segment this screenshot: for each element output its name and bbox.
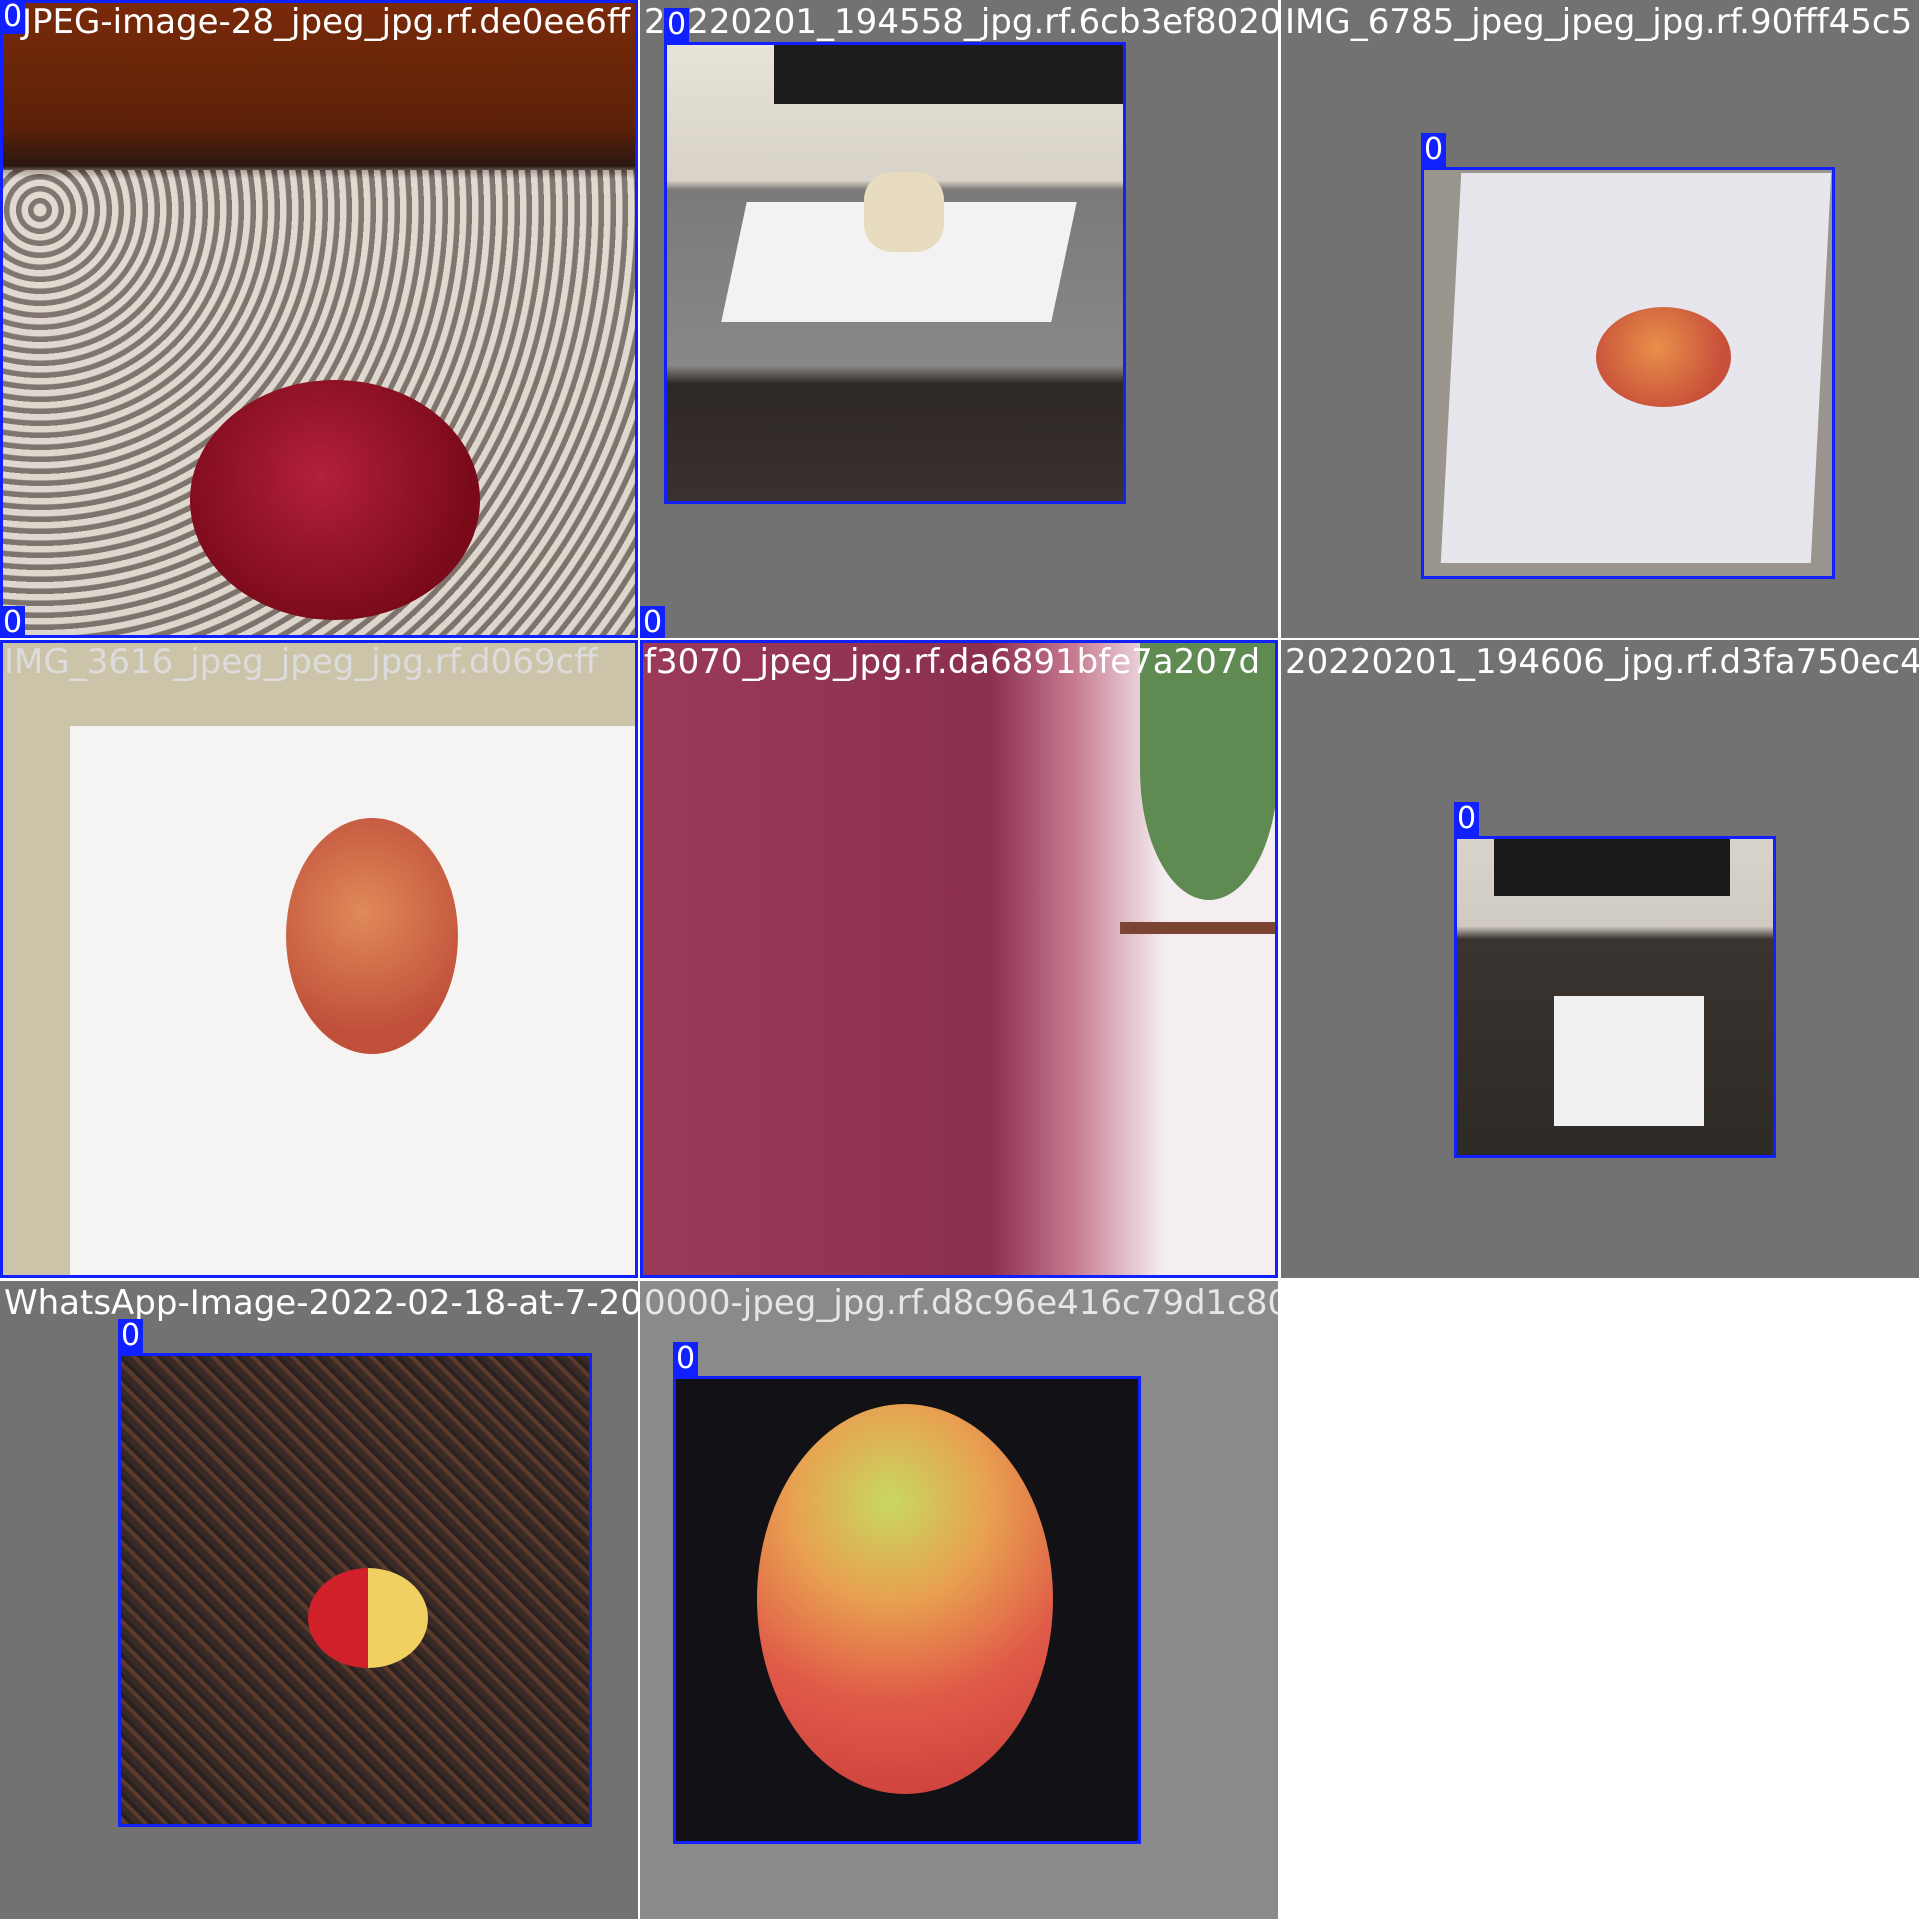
- tile-image: [673, 1376, 1141, 1844]
- empty-tile: [1281, 1281, 1919, 1919]
- apple: [1596, 307, 1731, 407]
- tile-image: [1454, 836, 1776, 1158]
- bounding-box: [664, 42, 1126, 504]
- box-class-label: 0: [673, 1342, 699, 1376]
- mosaic-tile-7: 0 WhatsApp-Image-2022-02-18-at-7-20-44-P…: [0, 1281, 638, 1919]
- mosaic-tile-2: 0 0 20220201_194558_jpg.rf.6cb3ef8020a: [640, 0, 1278, 638]
- bounding-box: [0, 0, 638, 638]
- tile-filename: 0000-jpeg_jpg.rf.d8c96e416c79d1c8080e1: [644, 1283, 1278, 1323]
- monitor: [774, 42, 1124, 104]
- stem: [1120, 922, 1278, 934]
- apple: [757, 1404, 1053, 1794]
- leaf: [1140, 640, 1278, 900]
- box-class-label: 0: [1421, 133, 1447, 167]
- bounding-box: [673, 1376, 1141, 1844]
- tile-image: [0, 640, 638, 1278]
- tile-image: [118, 1353, 592, 1827]
- grid-divider: [1279, 0, 1281, 1920]
- tile-image: [664, 42, 1126, 504]
- box-class-label: 0: [118, 1319, 144, 1353]
- mosaic-tile-4: IMG_3616_jpeg_jpeg_jpg.rf.d069cff: [0, 640, 638, 1278]
- tile-filename: IMG_6785_jpeg_jpeg_jpg.rf.90fff45c5: [1285, 2, 1913, 42]
- grid-divider: [638, 0, 640, 1920]
- tile-filename: 20220201_194606_jpg.rf.d3fa750ec4: [1285, 642, 1919, 682]
- mosaic-tile-6: 0 20220201_194606_jpg.rf.d3fa750ec4: [1281, 640, 1919, 1278]
- box-class-label: 0: [1454, 802, 1480, 836]
- bounding-box: [0, 640, 638, 1278]
- mosaic-tile-3: 0 IMG_6785_jpeg_jpeg_jpg.rf.90fff45c5: [1281, 0, 1919, 638]
- mosaic-tile-1: 0 0 JPEG-image-28_jpeg_jpg.rf.de0ee6ff: [0, 0, 638, 638]
- napkin: [1554, 996, 1704, 1126]
- mosaic-tile-5: f3070_jpeg_jpg.rf.da6891bfe7a207d: [640, 640, 1278, 1278]
- tile-filename: IMG_3616_jpeg_jpeg_jpg.rf.d069cff: [4, 642, 598, 682]
- box-class-label: 0: [664, 8, 690, 42]
- box-class-label: 0: [0, 606, 26, 638]
- grid-divider: [0, 1279, 1920, 1281]
- box-class-label: 0: [0, 0, 26, 34]
- bounding-box: [1421, 167, 1835, 579]
- apple-core: [864, 172, 944, 252]
- monitor: [1494, 836, 1730, 896]
- apple: [308, 1568, 428, 1668]
- tile-image: [1421, 167, 1835, 579]
- tile-filename: WhatsApp-Image-2022-02-18-at-7-20-44-PM: [4, 1283, 638, 1323]
- tile-filename: 20220201_194558_jpg.rf.6cb3ef8020a: [644, 2, 1278, 42]
- bounding-box: [118, 1353, 592, 1827]
- bounding-box: [640, 640, 1278, 1278]
- box-class-label: 0: [640, 606, 666, 638]
- tile-filename: f3070_jpeg_jpg.rf.da6891bfe7a207d: [644, 642, 1261, 682]
- tile-image: [0, 0, 638, 638]
- apple: [190, 380, 480, 620]
- bounding-box: [1454, 836, 1776, 1158]
- tile-filename: JPEG-image-28_jpeg_jpg.rf.de0ee6ff: [22, 2, 631, 42]
- mosaic-tile-8: 0 0000-jpeg_jpg.rf.d8c96e416c79d1c8080e1: [640, 1281, 1278, 1919]
- apple: [286, 818, 458, 1054]
- tile-image: [640, 640, 1278, 1278]
- grid-divider: [0, 638, 1920, 640]
